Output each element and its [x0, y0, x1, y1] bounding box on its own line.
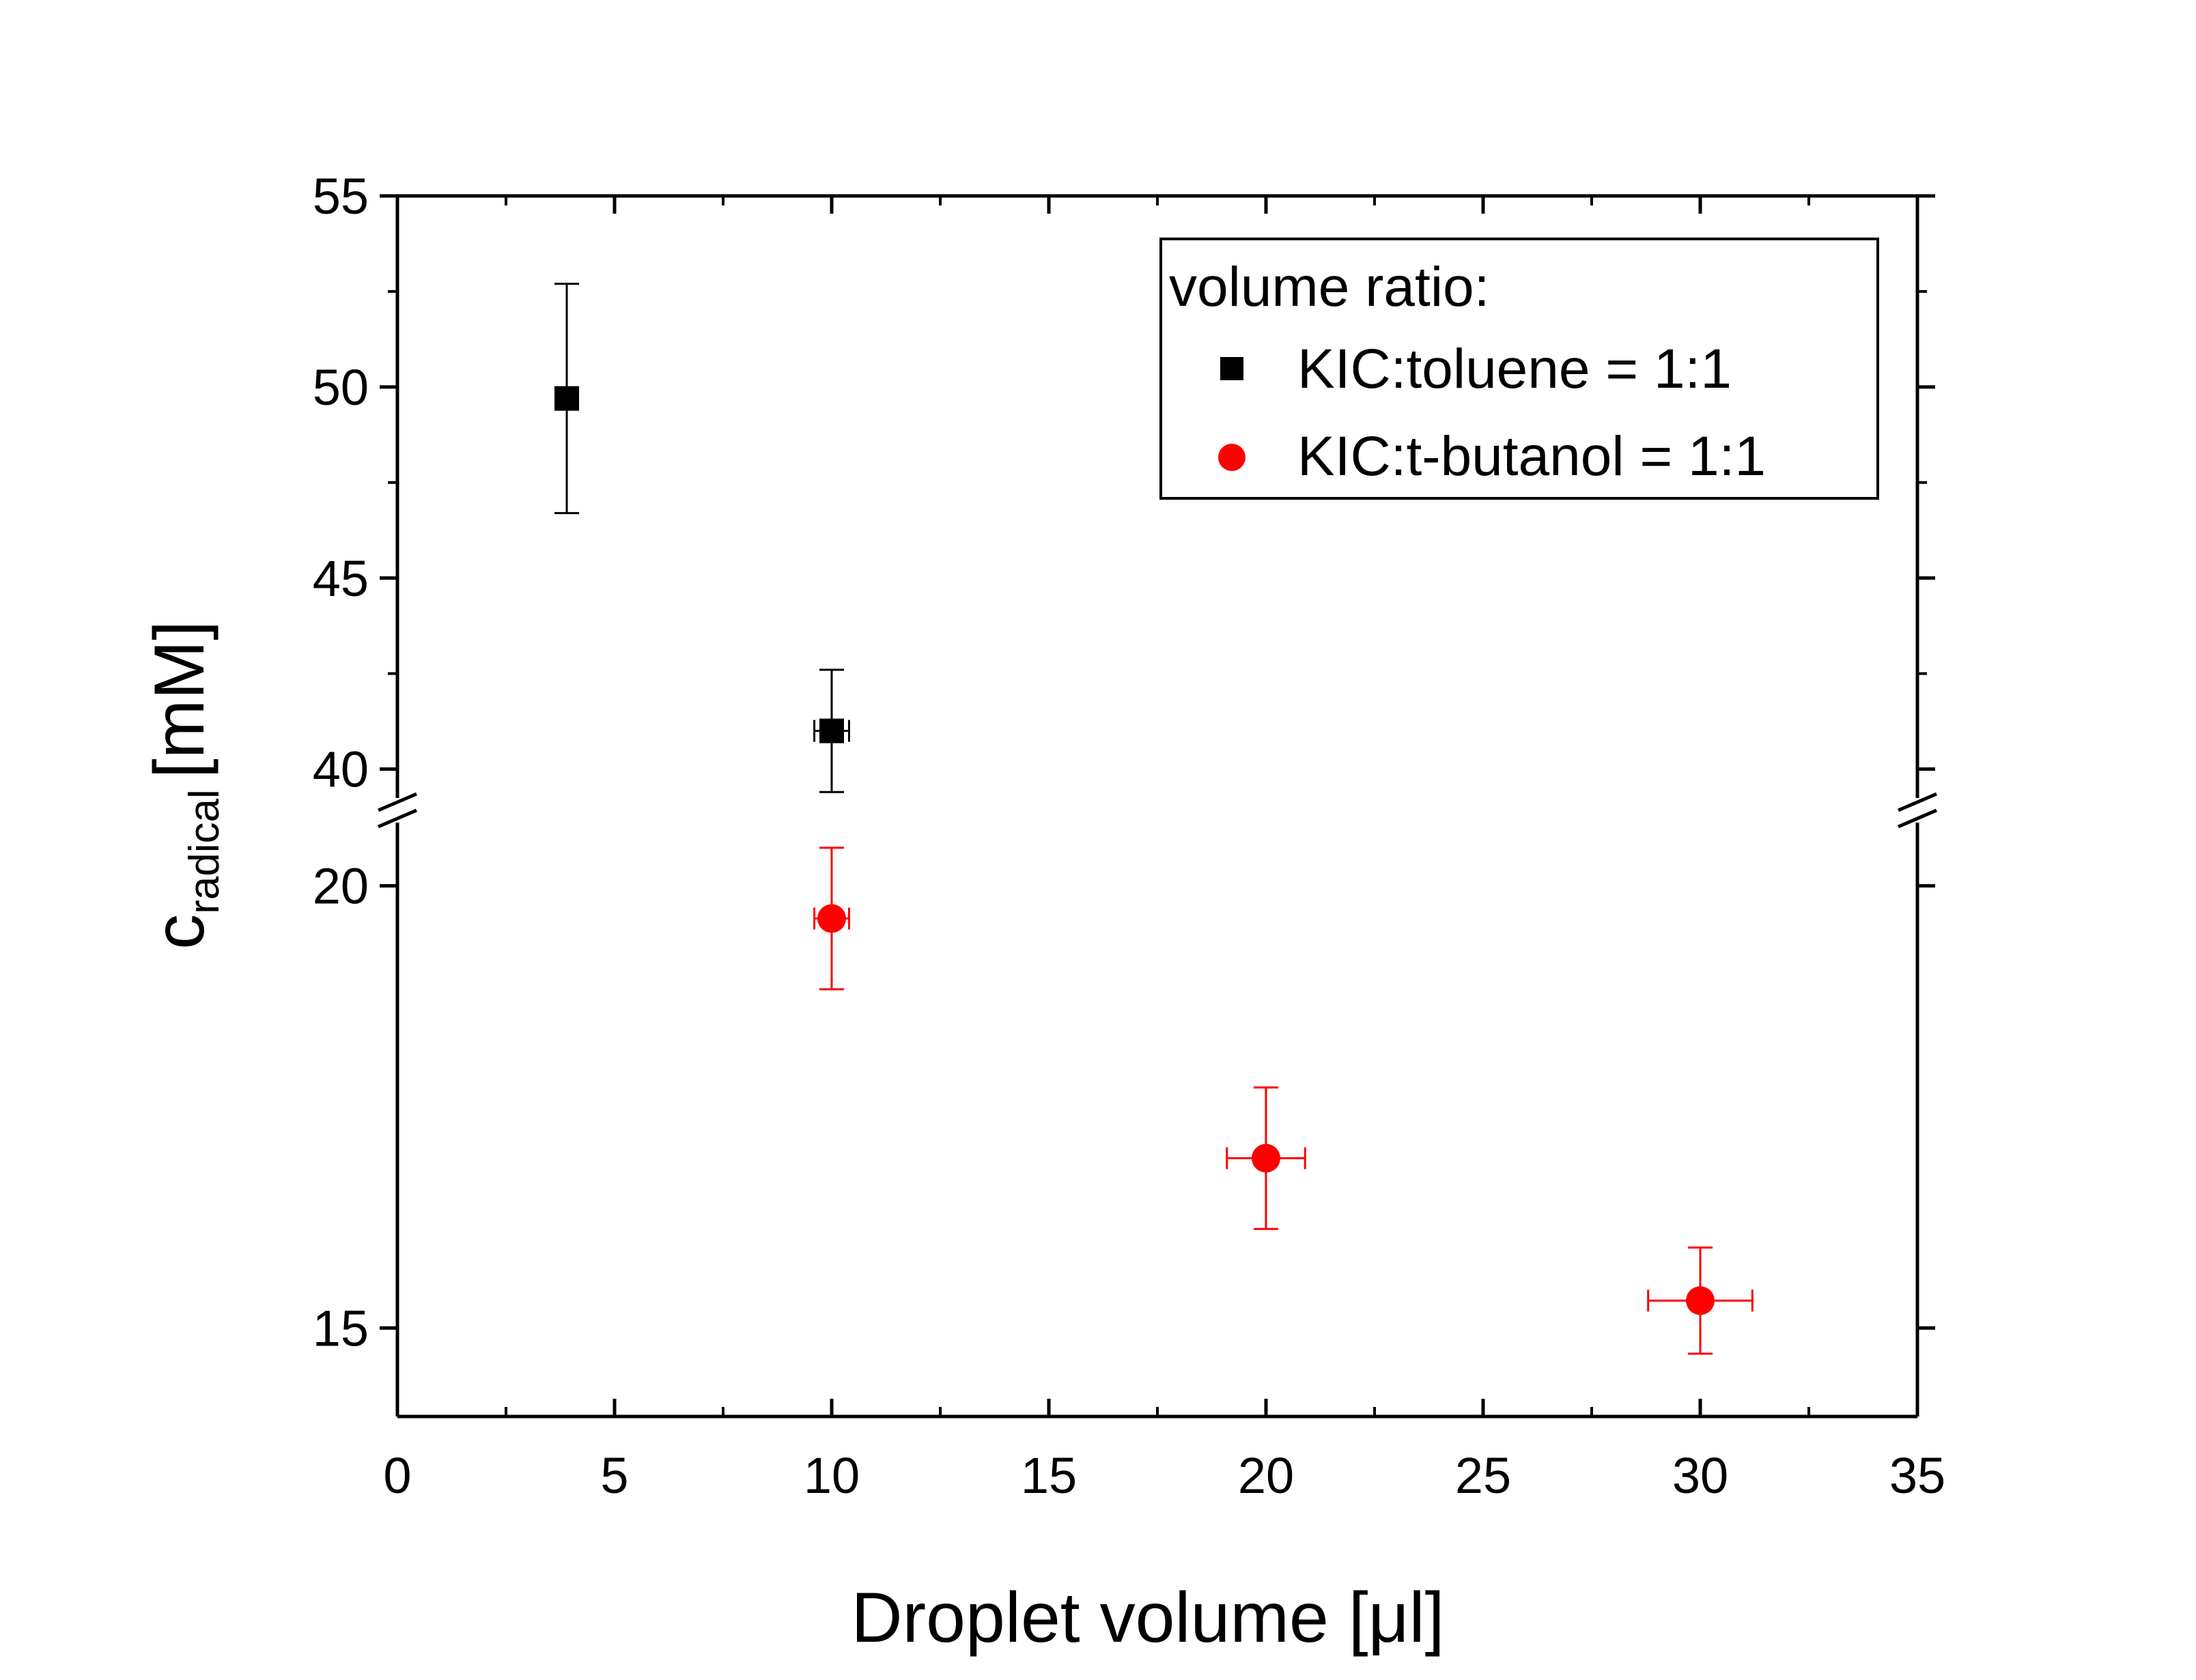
data-series: [554, 283, 1754, 1355]
y-tick-label: 40: [313, 741, 369, 798]
x-tick-label: 35: [1889, 1447, 1945, 1504]
x-tick-label: 25: [1455, 1447, 1511, 1504]
x-axis-title: Droplet volume [μl]: [851, 1578, 1444, 1657]
x-tick-label: 15: [1021, 1447, 1077, 1504]
x-tick-label: 30: [1672, 1447, 1728, 1504]
legend-box: [1159, 238, 1879, 500]
y-axis: 40 45 50 55 15 20: [313, 168, 1935, 1356]
y-tick-label: 15: [313, 1300, 369, 1356]
legend-label-butanol: KIC:t-butanol = 1:1: [1297, 425, 1766, 487]
series-1: [813, 846, 1754, 1355]
axis-break-left-1: [378, 808, 417, 829]
axis-break-right-0: [1898, 792, 1937, 812]
y-tick-label: 50: [313, 359, 369, 416]
x-tick-label: 10: [804, 1447, 860, 1504]
data-point-circle: [1686, 1286, 1715, 1315]
axis-break-left-0: [378, 792, 417, 812]
y-axis-title-unit: [mM]: [140, 621, 219, 778]
legend-label-toluene: KIC:toluene = 1:1: [1297, 338, 1732, 400]
data-point-square: [819, 718, 844, 743]
x-tick-label: 0: [383, 1447, 411, 1504]
y-tick-label: 55: [313, 168, 369, 225]
y-tick-label: 45: [313, 550, 369, 607]
legend-title: volume ratio:: [1169, 256, 1489, 318]
x-tick-label: 20: [1238, 1447, 1294, 1504]
legend: volume ratio: KIC:toluene = 1:1 KIC:t-bu…: [1159, 238, 1879, 500]
y-axis-title: cradical [mM]: [140, 621, 228, 950]
series-0: [554, 283, 850, 793]
y-axis-title-main: c: [140, 914, 219, 950]
y-axis-title-subscript: radical: [181, 789, 228, 914]
data-point-circle: [1252, 1143, 1280, 1173]
y-tick-label: 20: [313, 858, 369, 915]
x-tick-label: 5: [600, 1447, 628, 1504]
data-point-square: [554, 386, 580, 411]
legend-marker-square: [1220, 357, 1243, 380]
axis-break-right-1: [1898, 808, 1937, 829]
svg-text:cradical[mM]: cradical [mM]: [140, 621, 228, 950]
x-axis: 0 5 10 15 20 25 30 35: [383, 196, 1945, 1504]
data-point-circle: [817, 904, 846, 933]
legend-marker-circle: [1218, 444, 1245, 471]
